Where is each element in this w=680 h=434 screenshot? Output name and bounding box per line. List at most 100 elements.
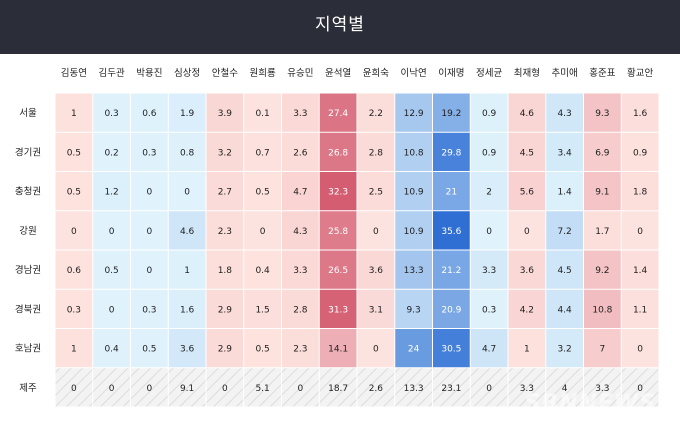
- heatmap-cell: [244, 289, 281, 328]
- heatmap-cell: [131, 250, 168, 289]
- column-header: 심상정: [174, 68, 200, 79]
- heatmap-cell: [55, 329, 93, 368]
- heatmap-svg: 김동연 김두관 박용진 심상정 안철수 원희룡 유승민 윤석열 윤희숙 이낙연 이재명 정세균 최재형 추…: [15, 67, 659, 407]
- cell-value-label: 1: [524, 345, 530, 355]
- cell-value-label: 26.5: [328, 266, 348, 276]
- heatmap-cell: [206, 368, 244, 407]
- cell-value-label: 0: [373, 227, 379, 237]
- heatmap-cell: [168, 211, 206, 250]
- heatmap-cell: [621, 368, 659, 407]
- cell-value-label: 3.3: [595, 384, 609, 394]
- heatmap-cell: [319, 250, 357, 289]
- heatmap-cell: [546, 132, 583, 171]
- heatmap-cell: [621, 250, 659, 289]
- cell-value-label: 9.2: [595, 266, 609, 276]
- heatmap-cell: [546, 250, 583, 289]
- heatmap-cell: [584, 368, 621, 407]
- cell-value-label: 0: [147, 188, 153, 198]
- cell-value-label: 21.2: [441, 266, 461, 276]
- heatmap-cell: [168, 93, 206, 132]
- cell-value-label: 1.4: [633, 266, 648, 276]
- cell-value-label: 10.8: [592, 305, 612, 315]
- cell-value-label: 3.6: [520, 266, 535, 276]
- cell-value-label: 0.9: [482, 148, 497, 158]
- cell-value-label: 1: [71, 109, 77, 119]
- heatmap-cell: [470, 211, 508, 250]
- cell-value-label: 4.3: [293, 227, 307, 237]
- cell-value-label: 1.1: [633, 305, 647, 315]
- cell-value-label: 1.6: [180, 305, 195, 315]
- heatmap-cell: [319, 329, 357, 368]
- heatmap-cell: [131, 329, 168, 368]
- row-label: 경기권: [15, 146, 41, 158]
- cell-value-label: 1: [71, 345, 77, 355]
- cell-value-label: 1.4: [557, 188, 572, 198]
- row-label: 제주: [19, 383, 37, 394]
- column-header: 박용진: [136, 68, 162, 79]
- cell-value-label: 2.8: [369, 148, 384, 158]
- heatmap-cell: [433, 172, 470, 211]
- column-header: 홍준표: [589, 67, 615, 79]
- heatmap-cell: [395, 329, 432, 368]
- heatmap-cell: [131, 93, 168, 132]
- heatmap-cell: [282, 289, 319, 328]
- cell-value-label: 2.6: [369, 384, 384, 394]
- cell-value-label: 0.2: [104, 148, 118, 158]
- heatmap-cell: [55, 172, 93, 211]
- heatmap-cell: [55, 93, 93, 132]
- cell-value-label: 30.5: [441, 345, 461, 355]
- heatmap-cell: [168, 329, 206, 368]
- heatmap-cell: [433, 211, 470, 250]
- cell-value-label: 0.5: [104, 266, 118, 276]
- heatmap-cell: [282, 93, 319, 132]
- cell-value-label: 3.3: [293, 109, 307, 119]
- heatmap-cell: [546, 172, 583, 211]
- cell-value-label: 0.8: [180, 148, 195, 158]
- cell-value-label: 0: [147, 384, 153, 394]
- cell-value-label: 0: [637, 384, 643, 394]
- heatmap-cell: [395, 172, 432, 211]
- cell-value-label: 4.6: [180, 227, 195, 237]
- column-header: 안철수: [212, 68, 238, 79]
- heatmap-cell: [93, 289, 130, 328]
- cell-value-label: 0.6: [67, 266, 82, 276]
- heatmap-cell: [470, 172, 508, 211]
- cell-value-label: 2.3: [293, 345, 307, 355]
- heatmap-cell: [131, 211, 168, 250]
- heatmap-cell: [168, 289, 206, 328]
- cell-value-label: 0: [524, 227, 530, 237]
- heatmap-cell: [357, 250, 395, 289]
- heatmap-cell: [470, 250, 508, 289]
- heatmap-cell: [282, 329, 319, 368]
- heatmap-cell: [168, 368, 206, 407]
- cell-value-label: 2.6: [293, 148, 308, 158]
- heatmap-cell: [546, 368, 583, 407]
- heatmap-cell: [470, 93, 508, 132]
- cell-value-label: 26.8: [328, 148, 348, 158]
- heatmap-cell: [433, 93, 470, 132]
- row-label: 강원: [19, 226, 36, 237]
- heatmap-cell: [244, 368, 281, 407]
- row-label: 경남권: [15, 264, 41, 276]
- cell-value-label: 3.3: [482, 266, 496, 276]
- cell-value-label: 24: [408, 345, 420, 355]
- cell-value-label: 13.3: [404, 266, 424, 276]
- cell-value-label: 7.2: [557, 227, 571, 237]
- heatmap-cell: [470, 289, 508, 328]
- column-header: 유승민: [287, 68, 313, 79]
- heatmap-cell: [319, 289, 357, 328]
- heatmap-cell: [433, 368, 470, 407]
- heatmap-cell: [93, 211, 130, 250]
- heatmap-cell: [621, 93, 659, 132]
- column-header: 추미애: [552, 68, 578, 79]
- heatmap-cell: [168, 132, 206, 171]
- heatmap-cell: [433, 289, 470, 328]
- cell-value-label: 27.4: [328, 109, 348, 119]
- heatmap-cell: [168, 250, 206, 289]
- cell-value-label: 0.5: [67, 188, 81, 198]
- cell-value-label: 19.2: [441, 109, 461, 119]
- heatmap-cell: [621, 289, 659, 328]
- heatmap-cell: [55, 368, 93, 407]
- cell-value-label: 0: [184, 188, 190, 198]
